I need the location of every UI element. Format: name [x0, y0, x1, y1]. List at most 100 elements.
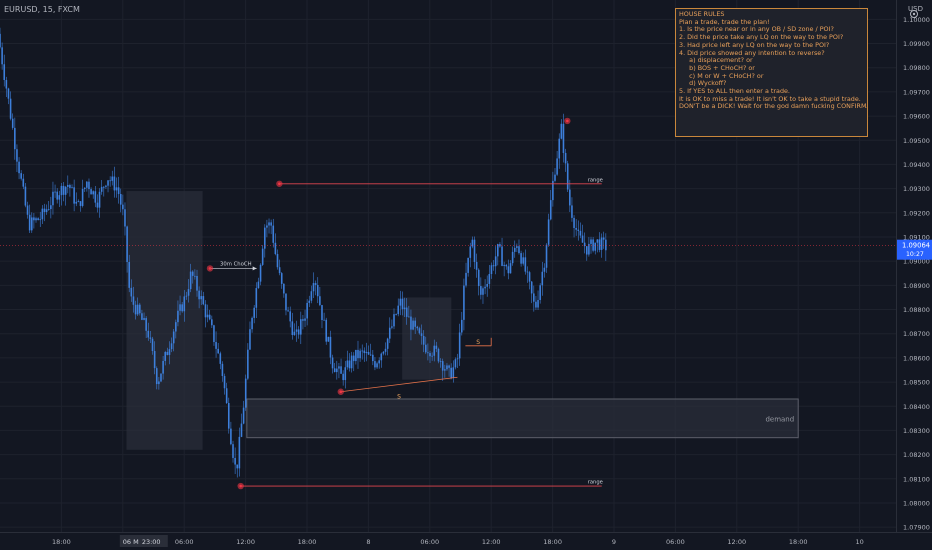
candle-body	[554, 174, 556, 181]
candle-body	[342, 373, 344, 381]
candle-body	[244, 378, 247, 408]
candle-body	[323, 319, 325, 321]
candle-body	[460, 319, 463, 333]
candle-body	[287, 310, 289, 312]
candle-body	[202, 296, 205, 305]
rule-line: 1. Is the price near or in any OB / SD z…	[679, 25, 834, 34]
candle-body	[435, 345, 438, 349]
candle-body	[105, 185, 107, 187]
candle-body	[543, 267, 546, 272]
candle-body	[130, 287, 133, 297]
candle-body	[590, 239, 592, 244]
candle-body	[115, 187, 118, 191]
candle-body	[139, 304, 141, 314]
candle-body	[528, 272, 531, 282]
swing-point-marker	[566, 119, 569, 123]
candle-body	[359, 350, 361, 359]
candle-body	[145, 318, 147, 331]
candle-body	[206, 314, 209, 318]
candle-body	[66, 184, 69, 187]
candle-body	[312, 283, 315, 292]
candle-body	[181, 304, 183, 312]
candle-body	[100, 186, 103, 192]
candle-body	[452, 367, 455, 379]
candle-body	[204, 304, 207, 318]
candle-body	[405, 307, 408, 317]
candle-body	[408, 316, 410, 318]
candle-body	[213, 325, 215, 343]
candle-body	[325, 319, 328, 342]
candle-body	[363, 350, 366, 354]
candle-body	[497, 244, 499, 257]
candle-body	[56, 191, 58, 200]
candle-body	[208, 314, 211, 320]
candle-body	[136, 304, 139, 315]
candle-body	[217, 348, 219, 354]
candle-body	[369, 354, 372, 356]
candle-body	[558, 138, 561, 159]
candle-body	[107, 180, 109, 186]
candle-body	[223, 376, 226, 389]
candle-body	[113, 176, 116, 191]
candle-body	[524, 257, 527, 272]
candle-body	[257, 281, 260, 289]
candle-body	[96, 202, 99, 208]
candle-body	[564, 152, 567, 164]
candle-body	[399, 298, 402, 306]
sweep-label: S	[476, 339, 480, 346]
candle-body	[128, 261, 131, 288]
price-tick-label: 1.08100	[903, 475, 930, 483]
candle-body	[293, 331, 296, 336]
time-tick-label: 06:00	[420, 538, 439, 546]
candle-body	[149, 337, 152, 339]
candle-body	[505, 264, 508, 267]
price-tick-label: 1.09200	[903, 209, 930, 217]
candle-body	[569, 189, 571, 206]
candle-body	[283, 283, 285, 294]
candle-body	[50, 205, 52, 210]
candle-body	[571, 205, 573, 218]
candle-body	[177, 310, 179, 323]
candle-body	[153, 351, 156, 369]
candle-body	[499, 244, 501, 247]
candle-body	[14, 127, 16, 150]
candle-body	[221, 363, 224, 377]
candle-body	[403, 307, 406, 310]
candle-body	[155, 368, 158, 385]
candle-body	[579, 230, 582, 236]
rule-line: It is OK to miss a trade! It isn't OK to…	[679, 94, 861, 103]
candle-body	[299, 319, 302, 335]
candle-body	[151, 338, 154, 352]
candle-body	[441, 361, 444, 371]
candle-body	[473, 239, 476, 262]
time-tick-label: 18:00	[52, 538, 71, 546]
candle-body	[444, 369, 446, 371]
price-tick-label: 1.09100	[903, 233, 930, 241]
candle-body	[492, 265, 495, 267]
rule-line: 4. Did price showed any intention to rev…	[679, 48, 825, 57]
time-tick-label: 18:00	[298, 538, 317, 546]
candle-body	[3, 64, 6, 81]
candle-body	[172, 331, 175, 344]
candle-body	[450, 367, 452, 379]
candle-body	[247, 349, 249, 379]
candle-body	[111, 176, 114, 181]
candle-body	[433, 345, 436, 356]
candle-body	[198, 290, 200, 300]
price-tick-label: 1.09700	[903, 88, 930, 96]
candle-body	[253, 307, 255, 318]
gear-icon[interactable]	[910, 10, 918, 18]
candle-body	[378, 360, 380, 364]
candle-body	[424, 344, 427, 353]
candle-body	[448, 365, 450, 368]
candle-body	[227, 402, 230, 429]
candle-body	[484, 286, 486, 289]
candle-body	[539, 285, 541, 300]
candle-body	[168, 349, 171, 355]
candle-body	[117, 187, 120, 195]
candle-body	[382, 351, 385, 354]
candle-body	[270, 222, 272, 226]
candle-body	[401, 298, 404, 310]
price-tick-label: 1.08500	[903, 379, 930, 387]
